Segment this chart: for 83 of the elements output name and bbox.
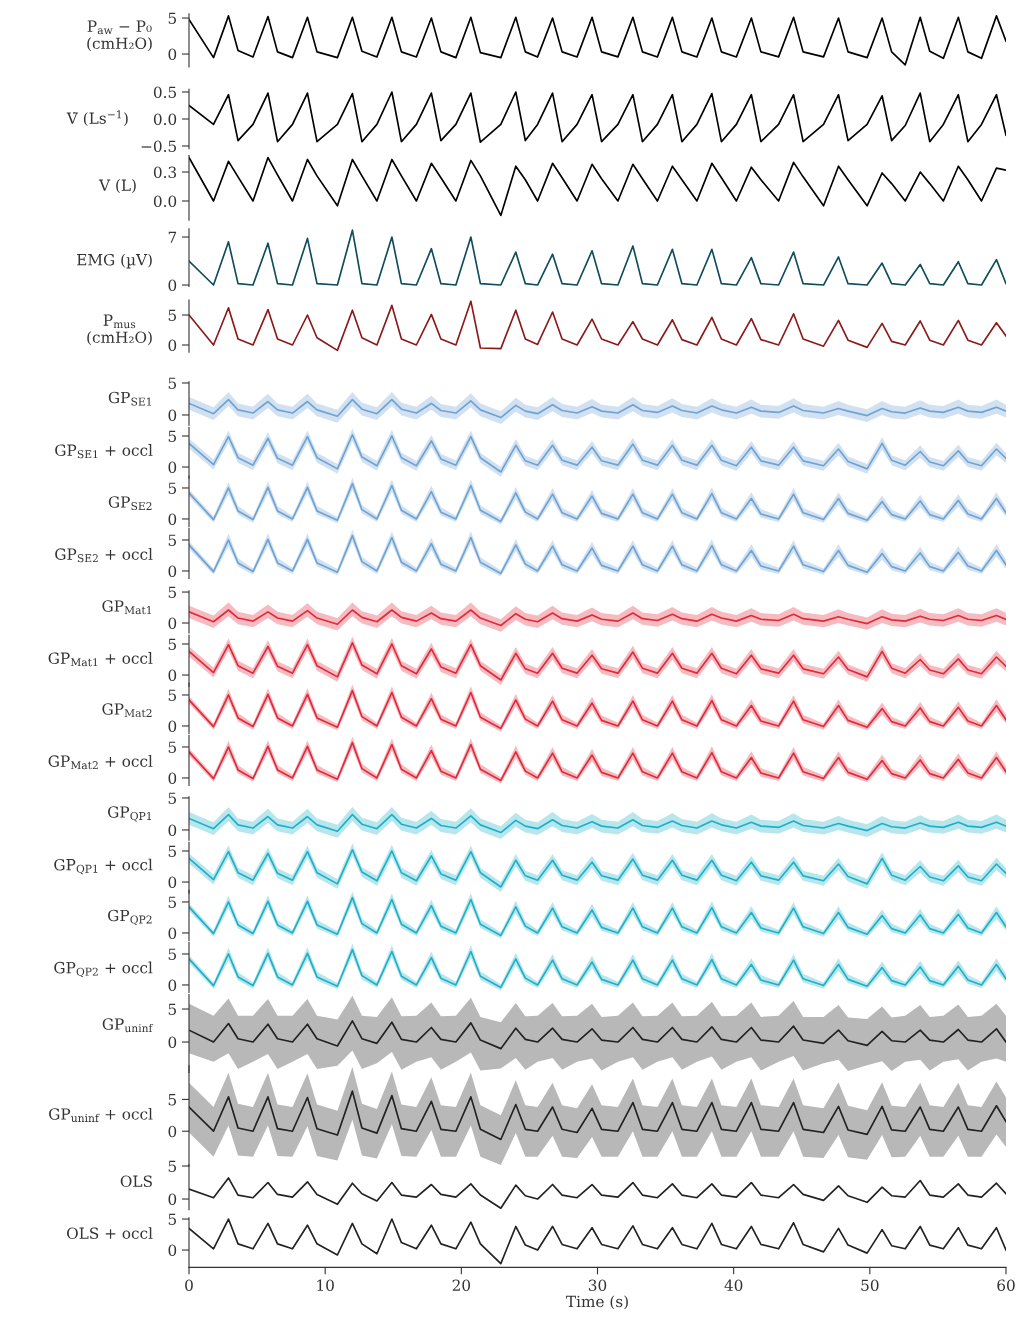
y-tick-label: 0 <box>168 279 177 292</box>
y-tick-label: 5 <box>168 741 177 753</box>
y-tick-label: 0 <box>168 927 177 939</box>
y-tick-label: 0 <box>168 1244 177 1257</box>
y-tick-label: 0 <box>168 409 177 421</box>
y-axis-title: V̇ (Ls$^{−1}$) <box>66 110 128 127</box>
x-axis-title: Time (s) <box>566 1295 628 1310</box>
line-series <box>189 156 1006 217</box>
y-axis-title: GP$_{Mat2}$ <box>102 703 152 718</box>
line-series <box>189 15 1006 66</box>
y-tick-label: 0 <box>168 48 177 61</box>
y-tick-label: 5 <box>168 1160 177 1173</box>
x-tick-label: 50 <box>861 1279 879 1292</box>
y-axis-title: GP$_{QP2}$ + occl <box>54 961 153 978</box>
y-tick-label: 0 <box>168 565 177 577</box>
line-series <box>189 300 1006 352</box>
y-axis-title: GP$_{Mat1}$ <box>102 600 152 615</box>
y-axis-title: GP$_{uninf}$ <box>102 1018 154 1033</box>
y-tick-label: 0 <box>168 720 177 732</box>
y-tick-label: 5 <box>168 896 177 908</box>
y-tick-label: 5 <box>168 948 177 960</box>
y-tick-label: 5 <box>168 1003 177 1016</box>
y-axis-title: GP$_{SE2}$ <box>108 496 152 511</box>
x-tick-label: 10 <box>317 1279 334 1292</box>
y-tick-label: 5 <box>168 534 177 546</box>
line-series <box>189 229 1006 286</box>
y-axis-title: GP$_{SE1}$ + occl <box>55 444 153 459</box>
y-axis-title: GP$_{uninf}$ + occl <box>49 1107 153 1123</box>
line-series <box>189 813 1006 834</box>
y-tick-label: 0.3 <box>153 166 177 179</box>
line-series <box>189 91 1006 144</box>
y-tick-label: 0 <box>168 1036 177 1049</box>
y-tick-label: 7 <box>168 231 177 243</box>
y-tick-label: 0 <box>168 669 177 682</box>
y-tick-label: 0 <box>168 1125 177 1138</box>
y-tick-label: 0 <box>168 1193 177 1206</box>
y-tick-label: 0.5 <box>153 86 177 99</box>
y-tick-label: 5 <box>168 1094 177 1106</box>
y-axis-title: GP$_{Mat2}$ + occl <box>48 755 153 770</box>
y-axis-title: P$_{mus}$ (cmH₂O) <box>87 314 152 346</box>
y-tick-label: 0 <box>168 461 177 474</box>
y-tick-label: 5 <box>168 377 177 389</box>
y-tick-label: 0 <box>168 339 177 352</box>
y-axis-title: OLS <box>120 1175 152 1187</box>
y-tick-label: 5 <box>168 12 177 25</box>
y-tick-label: 5 <box>168 845 177 858</box>
y-tick-label: 5 <box>168 482 177 494</box>
line-series <box>189 609 1006 627</box>
x-tick-label: 0 <box>185 1279 193 1292</box>
line-series <box>189 1090 1006 1141</box>
y-axis-title: GP$_{Mat1}$ + occl <box>48 652 153 667</box>
y-tick-label: 0 <box>168 772 177 784</box>
y-tick-label: 5 <box>168 1213 177 1226</box>
y-axis-title: V (L) <box>98 179 136 194</box>
x-tick-label: 40 <box>724 1279 743 1292</box>
x-tick-label: 20 <box>452 1279 471 1292</box>
y-tick-label: 5 <box>168 792 177 804</box>
line-series <box>189 398 1006 419</box>
y-tick-label: 0.0 <box>153 113 177 126</box>
y-axis-title: GP$_{QP1}$ <box>108 806 152 822</box>
x-tick-label: 30 <box>588 1279 607 1292</box>
y-tick-label: 5 <box>168 586 177 599</box>
y-axis-title: GP$_{QP2}$ <box>108 909 152 926</box>
line-series <box>189 1177 1006 1210</box>
y-axis-title: GP$_{SE2}$ + occl <box>55 548 153 563</box>
y-tick-label: 5 <box>168 638 177 651</box>
y-tick-label: 0 <box>168 824 177 836</box>
y-axis-title: EMG (µV) <box>77 253 152 269</box>
y-tick-label: 5 <box>168 689 177 701</box>
y-axis-title: OLS + occl <box>67 1227 153 1239</box>
y-tick-label: 0 <box>168 513 177 525</box>
y-axis-title: P$_{aw}$ − P₀ (cmH₂O) <box>87 20 152 52</box>
y-tick-label: −0.5 <box>141 140 177 153</box>
x-tick-label: 60 <box>997 1279 1015 1292</box>
y-tick-label: 0 <box>168 617 177 630</box>
y-axis-title: GP$_{QP1}$ + occl <box>54 858 153 875</box>
y-tick-label: 5 <box>168 309 177 322</box>
y-tick-label: 0.0 <box>153 195 177 208</box>
y-tick-label: 5 <box>168 430 177 443</box>
y-tick-label: 0 <box>168 876 177 889</box>
line-series <box>189 1020 1006 1050</box>
y-axis-title: GP$_{SE1}$ <box>108 391 151 406</box>
y-tick-label: 0 <box>168 979 177 991</box>
